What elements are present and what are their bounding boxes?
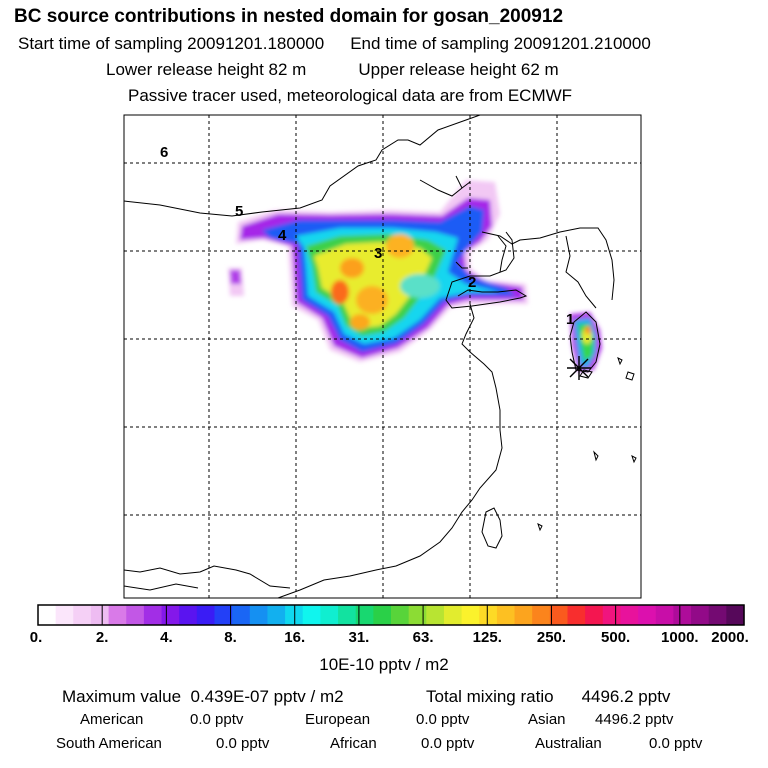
sampling-time-line: Start time of sampling 20091201.180000 En… xyxy=(18,34,651,54)
upper-release-text: Upper release height 62 m xyxy=(358,60,559,79)
colorbar-swatch xyxy=(691,605,710,625)
colorbar-swatch xyxy=(196,605,216,625)
colorbar-tick-label: 63. xyxy=(412,629,434,646)
region-value: 0.0 pptv xyxy=(421,735,475,752)
colorbar-swatch xyxy=(73,605,92,625)
colorbar-tick-label: 8. xyxy=(224,629,237,646)
colorbar-swatch xyxy=(355,605,374,625)
colorbar-tick-label: 16. xyxy=(284,629,306,646)
colorbar-swatch xyxy=(90,605,110,625)
region-name: European xyxy=(305,711,371,728)
colorbar-tick-label: 250. xyxy=(536,629,567,646)
colorbar-swatch xyxy=(408,605,427,625)
colorbar-tick-label: 4. xyxy=(160,629,173,646)
total-mixing-line: Total mixing ratio 4496.2 pptv xyxy=(426,687,670,707)
colorbar-swatch xyxy=(249,605,269,625)
receptor-star-icon xyxy=(567,356,591,380)
total-mixing-label: Total mixing ratio xyxy=(426,687,554,706)
colorbar xyxy=(38,605,745,625)
tracer-note: Passive tracer used, meteorological data… xyxy=(128,86,573,105)
colorbar-swatch xyxy=(461,605,480,625)
trajectory-marker-5: 5 xyxy=(235,203,243,220)
colorbar-swatch xyxy=(549,605,569,625)
colorbar-swatch xyxy=(285,605,304,625)
colorbar-unit: 10E-10 pptv / m2 xyxy=(319,655,449,674)
lat-lon-grid xyxy=(124,115,641,598)
max-value-line: Maximum value 0.439E-07 pptv / m2 xyxy=(62,687,344,707)
colorbar-swatch xyxy=(567,605,586,625)
region-name: Australian xyxy=(535,735,602,752)
plot-title: BC source contributions in nested domain… xyxy=(14,6,564,27)
trajectory-marker-1: 1 xyxy=(566,311,574,328)
region-value: 4496.2 pptv xyxy=(595,711,674,728)
region-value: 0.0 pptv xyxy=(216,735,270,752)
colorbar-swatch xyxy=(320,605,339,625)
colorbar-swatch xyxy=(620,605,639,625)
colorbar-dividers xyxy=(101,605,681,625)
start-time-text: Start time of sampling 20091201.180000 xyxy=(18,34,325,53)
max-value: 0.439E-07 pptv / m2 xyxy=(190,687,344,706)
colorbar-swatch xyxy=(426,605,445,625)
colorbar-swatch xyxy=(267,605,286,625)
colorbar-tick-label: 125. xyxy=(472,629,502,646)
colorbar-swatch xyxy=(161,605,180,625)
colorbar-swatch xyxy=(655,605,674,625)
colorbar-swatch xyxy=(179,605,198,625)
end-time-text: End time of sampling 20091201.210000 xyxy=(350,34,651,53)
colorbar-swatch xyxy=(585,605,604,625)
colorbar-tick-label: 31. xyxy=(348,629,370,646)
colorbar-swatch xyxy=(373,605,392,625)
colorbar-swatch xyxy=(214,605,233,625)
colorbar-swatch xyxy=(443,605,463,625)
colorbar-swatch xyxy=(143,605,163,625)
trajectory-marker-2: 2 xyxy=(468,274,476,291)
colorbar-swatch xyxy=(55,605,74,625)
region-value: 0.0 pptv xyxy=(190,711,244,728)
region-value: 0.0 pptv xyxy=(649,735,703,752)
trajectory-marker-4: 4 xyxy=(278,227,287,244)
region-name: African xyxy=(330,735,377,752)
trajectory-marker-3: 3 xyxy=(374,245,382,262)
map-frame xyxy=(123,114,642,599)
colorbar-swatch xyxy=(708,605,727,625)
colorbar-swatch xyxy=(496,605,516,625)
colorbar-swatch xyxy=(338,605,357,625)
colorbar-tick-label: 0. xyxy=(29,629,43,646)
trajectory-marker-6: 6 xyxy=(160,144,168,161)
colorbar-swatch xyxy=(532,605,551,625)
colorbar-frame xyxy=(37,604,745,626)
colorbar-swatch xyxy=(38,605,57,625)
colorbar-swatch xyxy=(391,605,410,625)
colorbar-swatch xyxy=(638,605,657,625)
colorbar-tick-label: 2000. xyxy=(711,629,749,646)
colorbar-swatch xyxy=(108,605,127,625)
region-value: 0.0 pptv xyxy=(416,711,470,728)
colorbar-swatch xyxy=(126,605,145,625)
max-value-label: Maximum value xyxy=(62,687,182,706)
concentration-field xyxy=(228,180,602,372)
total-mixing-value: 4496.2 pptv xyxy=(581,687,671,706)
colorbar-tick-label: 2. xyxy=(95,629,109,646)
lower-release-text: Lower release height 82 m xyxy=(106,60,307,79)
region-name: American xyxy=(80,711,144,728)
region-name: South American xyxy=(56,735,162,752)
colorbar-swatch xyxy=(232,605,251,625)
region-name: Asian xyxy=(528,711,566,728)
colorbar-tick-label: 500. xyxy=(601,629,631,646)
colorbar-swatch xyxy=(514,605,533,625)
colorbar-swatch xyxy=(726,605,745,625)
colorbar-swatch xyxy=(602,605,622,625)
colorbar-swatch xyxy=(673,605,692,625)
colorbar-swatch xyxy=(479,605,498,625)
colorbar-tick-label: 1000. xyxy=(661,629,699,646)
release-height-line: Lower release height 82 m Upper release h… xyxy=(106,60,559,80)
colorbar-swatch xyxy=(302,605,321,625)
